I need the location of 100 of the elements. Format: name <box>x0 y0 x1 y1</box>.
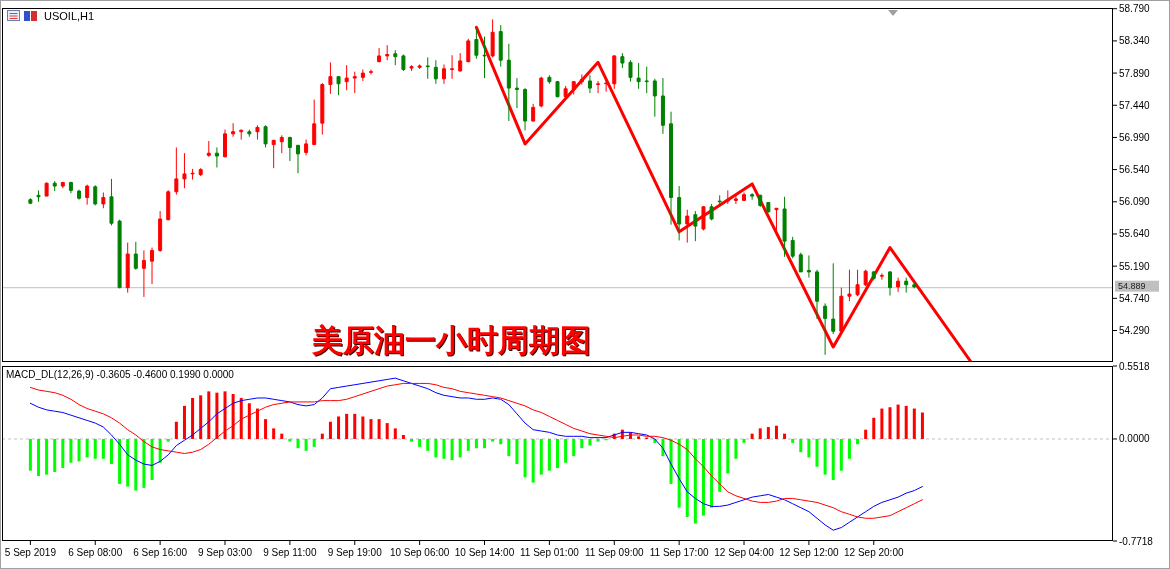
candlestick <box>604 77 609 93</box>
candlestick <box>198 167 203 177</box>
bar <box>61 438 65 469</box>
bar <box>831 438 835 480</box>
bar <box>815 438 819 467</box>
candlestick <box>328 61 333 95</box>
bar <box>385 423 389 439</box>
candlestick <box>879 272 884 281</box>
bar <box>223 391 227 439</box>
bar <box>572 438 576 457</box>
candlestick <box>344 64 349 91</box>
candlestick <box>231 122 236 138</box>
candlestick <box>693 210 698 242</box>
candlestick <box>506 43 511 122</box>
bar <box>718 438 722 492</box>
bar <box>142 438 146 488</box>
bar <box>239 397 243 439</box>
bar <box>880 408 884 439</box>
bar <box>539 438 543 475</box>
candlestick <box>133 241 138 271</box>
x-tick-label: 9 Sep 19:00 <box>327 547 383 558</box>
bar <box>872 417 876 439</box>
candlestick <box>158 210 163 253</box>
annotation: 美原油一小时周期图 <box>311 322 591 358</box>
bar <box>523 438 527 478</box>
bar <box>182 405 186 439</box>
ref-line-label: 54.889 <box>1118 281 1146 292</box>
bar <box>134 438 138 491</box>
bar <box>361 416 365 439</box>
candlestick <box>458 52 463 73</box>
candlestick <box>839 287 844 334</box>
candlestick <box>531 103 536 123</box>
bar <box>320 433 324 439</box>
bar <box>483 438 487 449</box>
candlestick <box>336 76 341 96</box>
candlestick <box>117 219 122 289</box>
candlestick <box>823 302 828 356</box>
candlestick <box>44 182 49 197</box>
candlestick <box>896 277 901 293</box>
bar <box>588 438 592 446</box>
bar <box>531 438 535 483</box>
candlestick <box>806 254 811 279</box>
x-tick-label: 9 Sep 03:00 <box>198 547 253 558</box>
bar <box>596 438 600 442</box>
x-tick-label: 9 Sep 11:00 <box>263 547 317 558</box>
bar <box>393 428 397 439</box>
candlestick <box>539 76 544 108</box>
candlestick <box>223 129 228 158</box>
y-tick-label: 57.890 <box>1119 67 1151 79</box>
bar <box>418 438 422 447</box>
x-tick-label: 10 Sep 14:00 <box>454 547 515 558</box>
candlestick <box>263 124 268 148</box>
bar <box>426 438 430 451</box>
bar <box>401 434 405 439</box>
candlestick <box>239 129 244 141</box>
bar <box>491 438 495 442</box>
candlestick <box>652 78 657 118</box>
candlestick <box>287 136 292 162</box>
candlestick <box>717 194 722 208</box>
candlestick <box>409 64 414 72</box>
bar <box>353 413 357 439</box>
candlestick <box>685 209 690 244</box>
bar <box>77 438 81 462</box>
bar <box>791 438 795 443</box>
bar <box>726 438 730 474</box>
candlestick <box>109 178 114 226</box>
y-tick-label: 54.740 <box>1119 292 1151 304</box>
candlestick <box>441 64 446 85</box>
candlestick <box>368 69 373 76</box>
candlestick <box>644 66 649 94</box>
candlestick <box>214 146 219 168</box>
x-tick-label: 6 Sep 08:00 <box>68 547 123 558</box>
candlestick <box>904 277 909 294</box>
y-tick-label: 0.0000 <box>1119 433 1151 445</box>
candlestick <box>701 205 706 231</box>
bar <box>710 438 714 508</box>
bar <box>337 416 341 439</box>
bar <box>774 425 778 439</box>
candlestick <box>855 269 860 297</box>
candlestick <box>474 28 479 60</box>
candlestick <box>669 111 674 226</box>
bar <box>701 438 705 516</box>
candlestick <box>450 54 455 80</box>
candlestick <box>28 197 33 205</box>
candlestick <box>77 189 82 201</box>
candlestick <box>466 38 471 63</box>
bar <box>345 413 349 439</box>
bar <box>507 438 511 457</box>
candlestick <box>85 184 90 206</box>
candlestick <box>182 152 187 189</box>
bar <box>109 438 113 465</box>
bar <box>410 438 414 442</box>
bar <box>231 394 235 439</box>
candlestick <box>190 168 195 181</box>
bar <box>247 403 251 439</box>
candlestick <box>255 124 260 141</box>
x-tick-label: 5 Sep 2019 <box>4 547 57 558</box>
x-tick-label: 12 Sep 12:00 <box>779 547 840 558</box>
chart-title: MACD_DL(12,26,9) -0.3605 -0.4600 0.1990 0.0000 <box>6 369 235 380</box>
x-tick-label: 6 Sep 16:00 <box>133 547 188 558</box>
